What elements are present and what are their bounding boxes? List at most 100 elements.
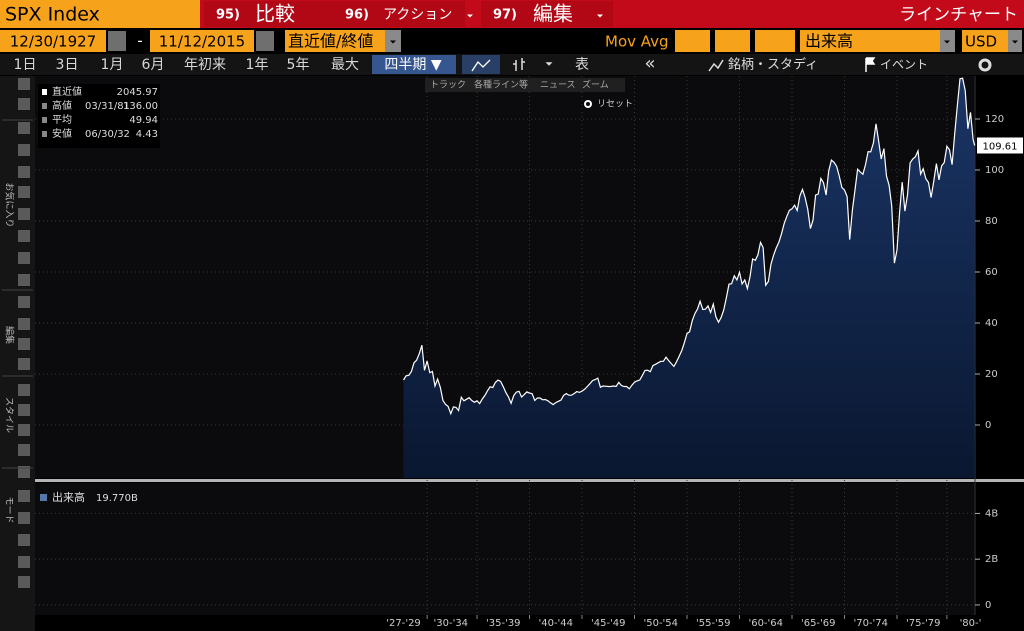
chart-tool[interactable]: ニュース <box>540 81 576 91</box>
back-button[interactable]: « <box>644 53 655 74</box>
date-box[interactable] <box>0 30 106 52</box>
mov-avg-box[interactable] <box>755 30 795 52</box>
sidebar-tool[interactable] <box>18 252 30 264</box>
sidebar-tool[interactable] <box>18 208 30 220</box>
sidebar-tool[interactable] <box>18 490 30 502</box>
sidebar-tool[interactable] <box>18 358 30 370</box>
menu-number: 96) <box>345 8 369 23</box>
x-tick-label: '55-'59 <box>696 618 731 629</box>
chart-tools-bar <box>425 78 625 92</box>
field-box[interactable] <box>285 30 385 52</box>
bar-icon[interactable] <box>513 58 525 71</box>
chart-tool[interactable]: トラック <box>430 80 466 91</box>
sidebar-tool[interactable] <box>18 318 30 330</box>
menu-item-bg[interactable] <box>481 1 613 27</box>
menu-item-bg[interactable] <box>204 1 344 27</box>
x-tick-label: '30-'34 <box>433 618 468 629</box>
period-button[interactable]: 3日 <box>56 57 79 73</box>
y-tick-label: 20 <box>985 369 998 380</box>
sidebar-tool[interactable] <box>18 166 30 178</box>
dropdown-arrow <box>467 14 473 18</box>
sidebar-tool[interactable] <box>18 296 30 308</box>
sidebar-tool[interactable] <box>18 512 30 524</box>
period-button[interactable]: 6月 <box>142 57 165 73</box>
y-tick-label: 4B <box>985 508 998 519</box>
settings-icon[interactable] <box>978 58 992 72</box>
y-tick-label: 80 <box>985 216 998 227</box>
period-button[interactable]: 1年 <box>246 57 269 73</box>
dropdown-arrow <box>944 40 950 44</box>
y-tick-label: 100 <box>985 165 1004 176</box>
period-button[interactable]: 年初来 <box>184 56 226 73</box>
chart-tool[interactable]: 各種ライン等 <box>474 79 528 91</box>
line-chart-icon <box>471 59 491 72</box>
calendar-icon[interactable] <box>108 31 126 51</box>
sidebar-tool[interactable] <box>18 444 30 456</box>
menu-label: 編集 <box>533 2 573 26</box>
sidebar-tool[interactable] <box>18 338 30 350</box>
volume-box[interactable] <box>800 30 940 52</box>
sidebar-tool[interactable] <box>18 186 30 198</box>
sidebar-tool[interactable] <box>18 466 30 478</box>
sidebar-tool[interactable] <box>18 576 30 588</box>
legend-marker <box>42 131 47 137</box>
x-tick-label: '27-'29 <box>386 618 421 629</box>
sidebar-tool[interactable] <box>18 98 30 110</box>
date-box[interactable] <box>150 30 254 52</box>
sidebar-tool[interactable] <box>18 534 30 546</box>
sidebar-section: スタイル <box>4 397 15 433</box>
y-tick-label: 40 <box>985 318 998 329</box>
sidebar-tool[interactable] <box>18 424 30 436</box>
calendar-icon[interactable] <box>256 31 274 51</box>
period-button[interactable]: 5年 <box>287 57 310 73</box>
y-tick-label: 60 <box>985 267 998 278</box>
mov-avg-box[interactable] <box>675 30 710 52</box>
last-value-label: 109.61 <box>983 141 1018 152</box>
currency-box[interactable] <box>962 30 1008 52</box>
events-button[interactable]: イベント <box>880 58 928 72</box>
chart-tool[interactable]: ズーム <box>582 79 609 91</box>
sidebar <box>0 76 35 631</box>
period-button[interactable]: 最大 <box>331 57 359 73</box>
x-tick-label: '40-'44 <box>538 618 573 629</box>
table-button[interactable]: 表 <box>575 57 589 73</box>
dropdown-arrow <box>545 62 553 66</box>
legend-value: 2045.97 <box>117 87 158 98</box>
mov-avg-box[interactable] <box>715 30 750 52</box>
period-selected[interactable] <box>372 55 456 74</box>
events-icon <box>865 57 876 72</box>
sidebar-tool[interactable] <box>18 384 30 396</box>
legend-value: 49.94 <box>129 115 158 126</box>
legend-marker <box>42 117 47 123</box>
price-area <box>403 78 975 478</box>
sidebar-tool[interactable] <box>18 78 30 90</box>
sidebar-tool[interactable] <box>18 404 30 416</box>
dropdown-arrow <box>390 40 396 44</box>
x-tick-label: '45-'49 <box>591 618 626 629</box>
currency: USD <box>965 33 997 51</box>
y-tick-label: 0 <box>985 600 991 611</box>
sidebar-tool[interactable] <box>18 556 30 568</box>
period-button[interactable]: 1日 <box>14 57 37 73</box>
mov-avg-label: Mov Avg <box>605 33 669 51</box>
sidebar-tool[interactable] <box>18 144 30 156</box>
ticker-box[interactable] <box>0 0 200 28</box>
x-tick-label: '80-' <box>960 618 982 629</box>
sidebar-section: お気に入り <box>4 182 16 227</box>
period-button[interactable]: 四半期 ▼ <box>384 57 441 73</box>
sidebar-tool[interactable] <box>18 122 30 134</box>
legend-name: 高値 <box>52 99 72 112</box>
x-tick-label: '75-'79 <box>906 618 941 629</box>
legend-date: 06/30/32 <box>85 129 130 140</box>
studies-button[interactable]: 銘柄・スタディ <box>728 57 818 73</box>
volume-field: 出来高 <box>805 32 853 51</box>
chart-tool[interactable]: リセット <box>597 99 633 110</box>
sidebar-tool[interactable] <box>18 230 30 242</box>
x-tick-label: '60-'64 <box>748 618 783 629</box>
menu-item-bg[interactable] <box>333 1 465 27</box>
menu-number: 95) <box>216 8 240 23</box>
period-button[interactable]: 1月 <box>101 57 124 73</box>
date-separator: - <box>137 32 142 50</box>
sidebar-tool[interactable] <box>18 274 30 286</box>
